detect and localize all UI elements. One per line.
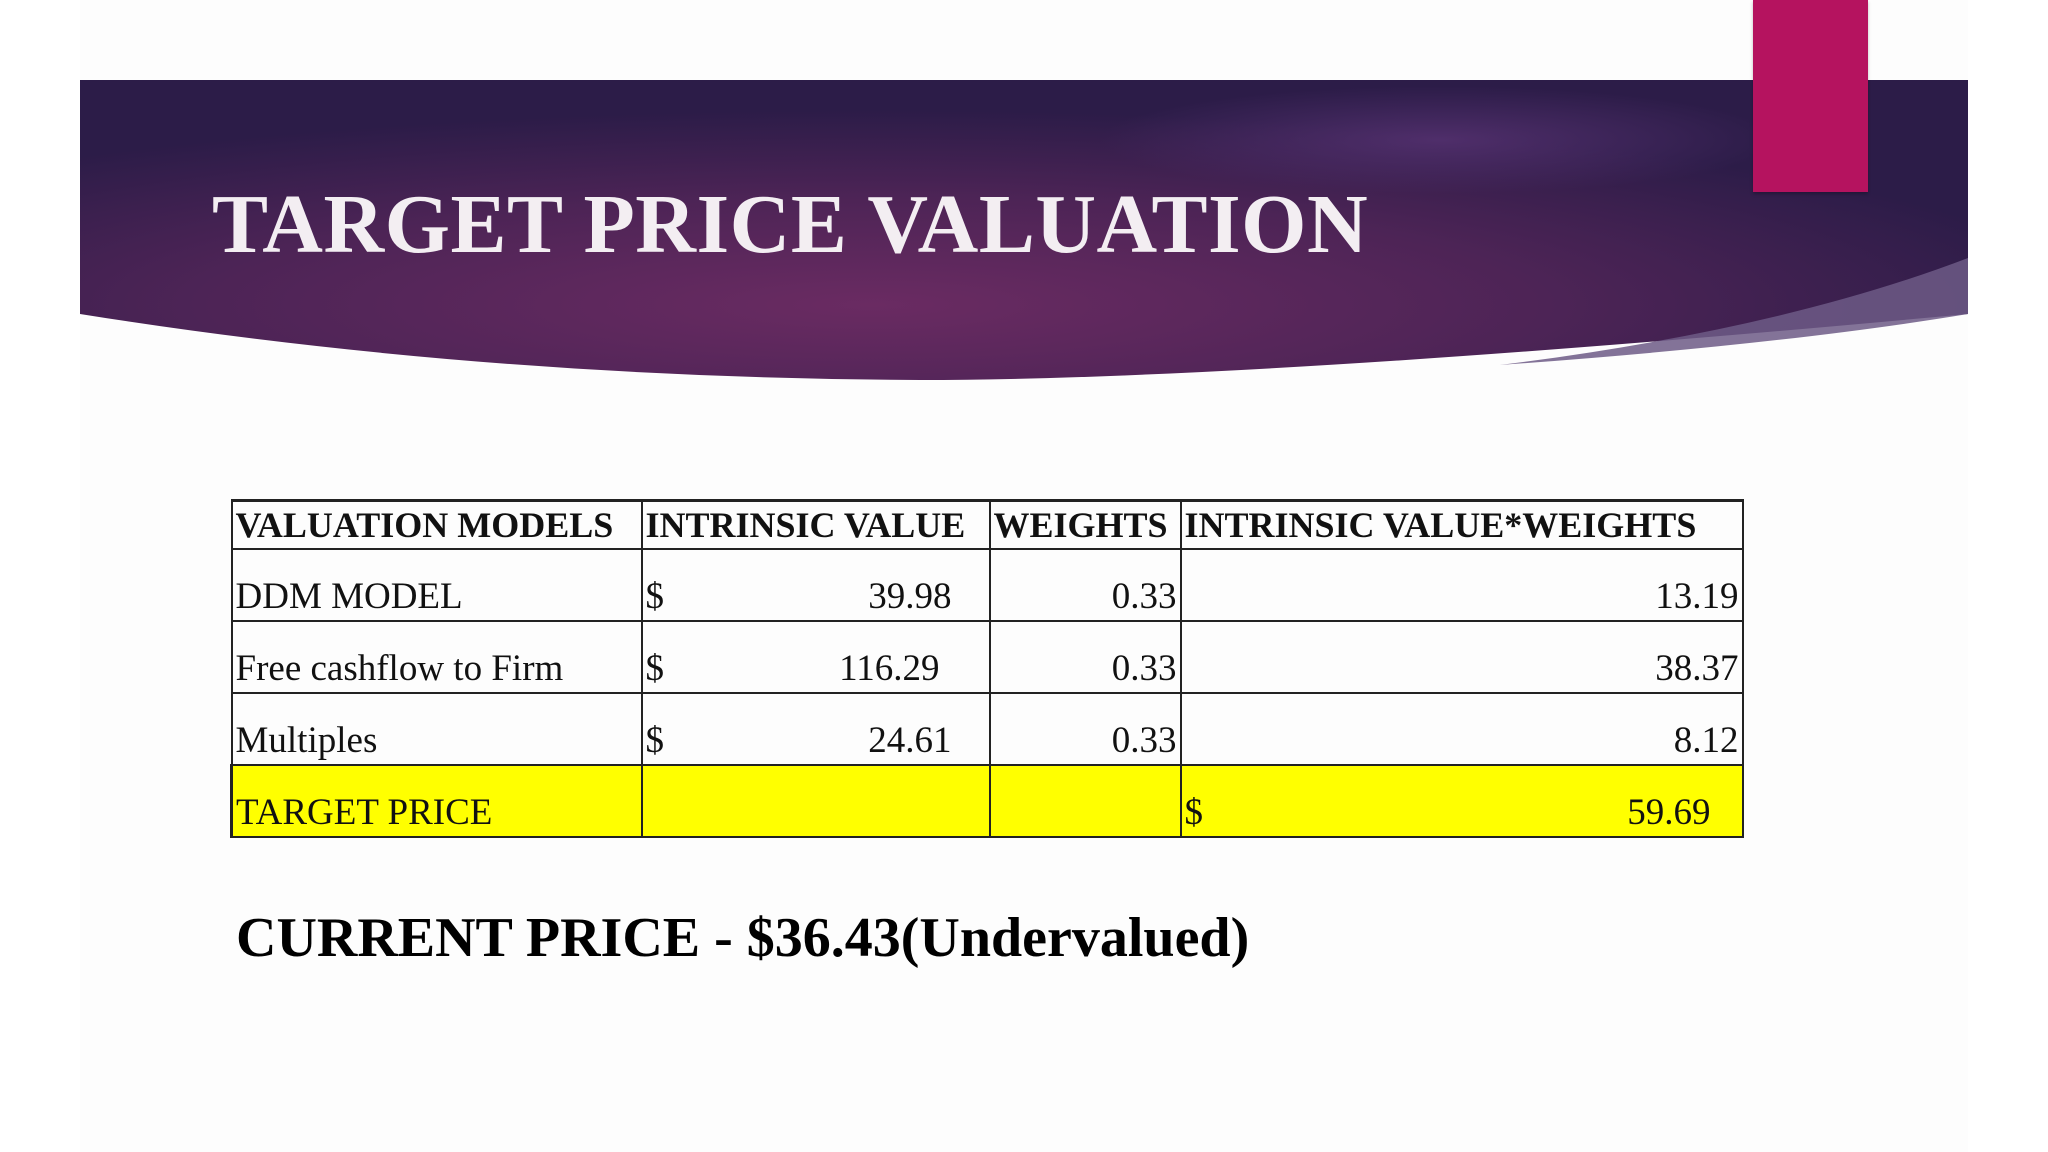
currency-symbol: $: [645, 576, 665, 617]
weighted-value: 13.19: [1179, 548, 1744, 622]
currency-symbol: $: [645, 648, 665, 689]
empty-cell: [988, 764, 1182, 838]
intrinsic-value: 39.98: [868, 576, 952, 617]
currency-symbol: $: [645, 720, 665, 761]
weighted-value: 38.37: [1179, 620, 1744, 694]
weight-value: 0.33: [988, 692, 1182, 766]
model-name: DDM MODEL: [230, 548, 643, 622]
model-name: Multiples: [230, 692, 643, 766]
table-row: DDM MODEL $ 39.98 0.33 13.19: [230, 548, 1744, 622]
empty-cell: [640, 764, 991, 838]
target-price-cell: $ 59.69: [1179, 764, 1744, 838]
table-header-row: VALUATION MODELS INTRINSIC VALUE WEIGHTS…: [230, 499, 1744, 550]
intrinsic-value-cell: $ 116.29: [640, 620, 991, 694]
target-price-label: TARGET PRICE: [230, 764, 643, 838]
valuation-table: VALUATION MODELS INTRINSIC VALUE WEIGHTS…: [230, 499, 1744, 838]
intrinsic-value: 24.61: [868, 720, 952, 761]
title-banner: [80, 80, 1968, 380]
accent-tab: [1753, 0, 1868, 192]
target-price-row: TARGET PRICE $ 59.69: [230, 764, 1744, 838]
header-intrinsic-value: INTRINSIC VALUE: [640, 499, 991, 550]
table-row: Free cashflow to Firm $ 116.29 0.33 38.3…: [230, 620, 1744, 694]
intrinsic-value: 116.29: [839, 648, 940, 689]
header-valuation-models: VALUATION MODELS: [230, 499, 643, 550]
intrinsic-value-cell: $ 24.61: [640, 692, 991, 766]
weight-value: 0.33: [988, 620, 1182, 694]
target-price-value: 59.69: [1627, 792, 1711, 833]
intrinsic-value-cell: $ 39.98: [640, 548, 991, 622]
header-weights: WEIGHTS: [988, 499, 1182, 550]
slide-title: TARGET PRICE VALUATION: [212, 178, 1369, 271]
current-price-note: CURRENT PRICE - $36.43(Undervalued): [236, 907, 1250, 969]
model-name: Free cashflow to Firm: [230, 620, 643, 694]
header-intrinsic-value-weights: INTRINSIC VALUE*WEIGHTS: [1179, 499, 1744, 550]
weight-value: 0.33: [988, 548, 1182, 622]
weighted-value: 8.12: [1179, 692, 1744, 766]
currency-symbol: $: [1184, 792, 1204, 833]
table-row: Multiples $ 24.61 0.33 8.12: [230, 692, 1744, 766]
